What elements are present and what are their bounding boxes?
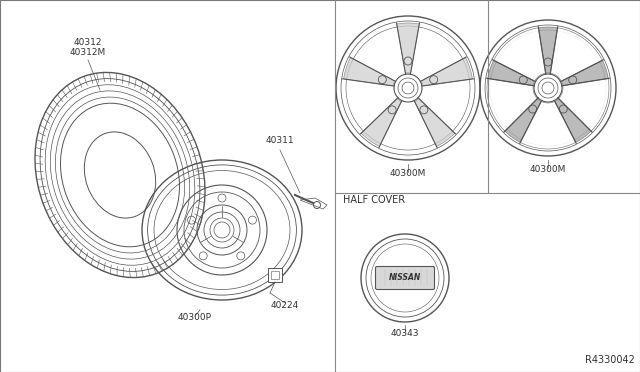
Text: 40300M: 40300M bbox=[530, 165, 566, 174]
Polygon shape bbox=[550, 28, 602, 81]
Text: 40343: 40343 bbox=[391, 329, 419, 338]
Polygon shape bbox=[488, 60, 534, 86]
Polygon shape bbox=[415, 99, 455, 147]
Polygon shape bbox=[561, 60, 608, 86]
Text: 40224: 40224 bbox=[271, 301, 299, 310]
Polygon shape bbox=[559, 78, 609, 131]
Text: 40300P: 40300P bbox=[178, 313, 212, 322]
Text: R4330042: R4330042 bbox=[585, 355, 635, 365]
Text: 40300M: 40300M bbox=[390, 169, 426, 178]
Polygon shape bbox=[397, 23, 419, 73]
Polygon shape bbox=[487, 78, 538, 131]
Polygon shape bbox=[361, 99, 401, 147]
Text: 40312: 40312 bbox=[74, 38, 102, 47]
Polygon shape bbox=[555, 99, 591, 142]
Polygon shape bbox=[493, 28, 546, 81]
Text: NISSAN: NISSAN bbox=[389, 273, 421, 282]
Polygon shape bbox=[538, 27, 557, 73]
Polygon shape bbox=[344, 58, 395, 86]
FancyBboxPatch shape bbox=[376, 266, 435, 289]
Bar bbox=[268, 268, 282, 282]
Text: HALF COVER: HALF COVER bbox=[343, 195, 405, 205]
Text: 40311: 40311 bbox=[266, 136, 294, 145]
Text: 40312M: 40312M bbox=[70, 48, 106, 57]
Polygon shape bbox=[421, 58, 472, 86]
Bar bbox=[271, 271, 279, 279]
Polygon shape bbox=[505, 99, 541, 142]
Polygon shape bbox=[520, 101, 576, 149]
